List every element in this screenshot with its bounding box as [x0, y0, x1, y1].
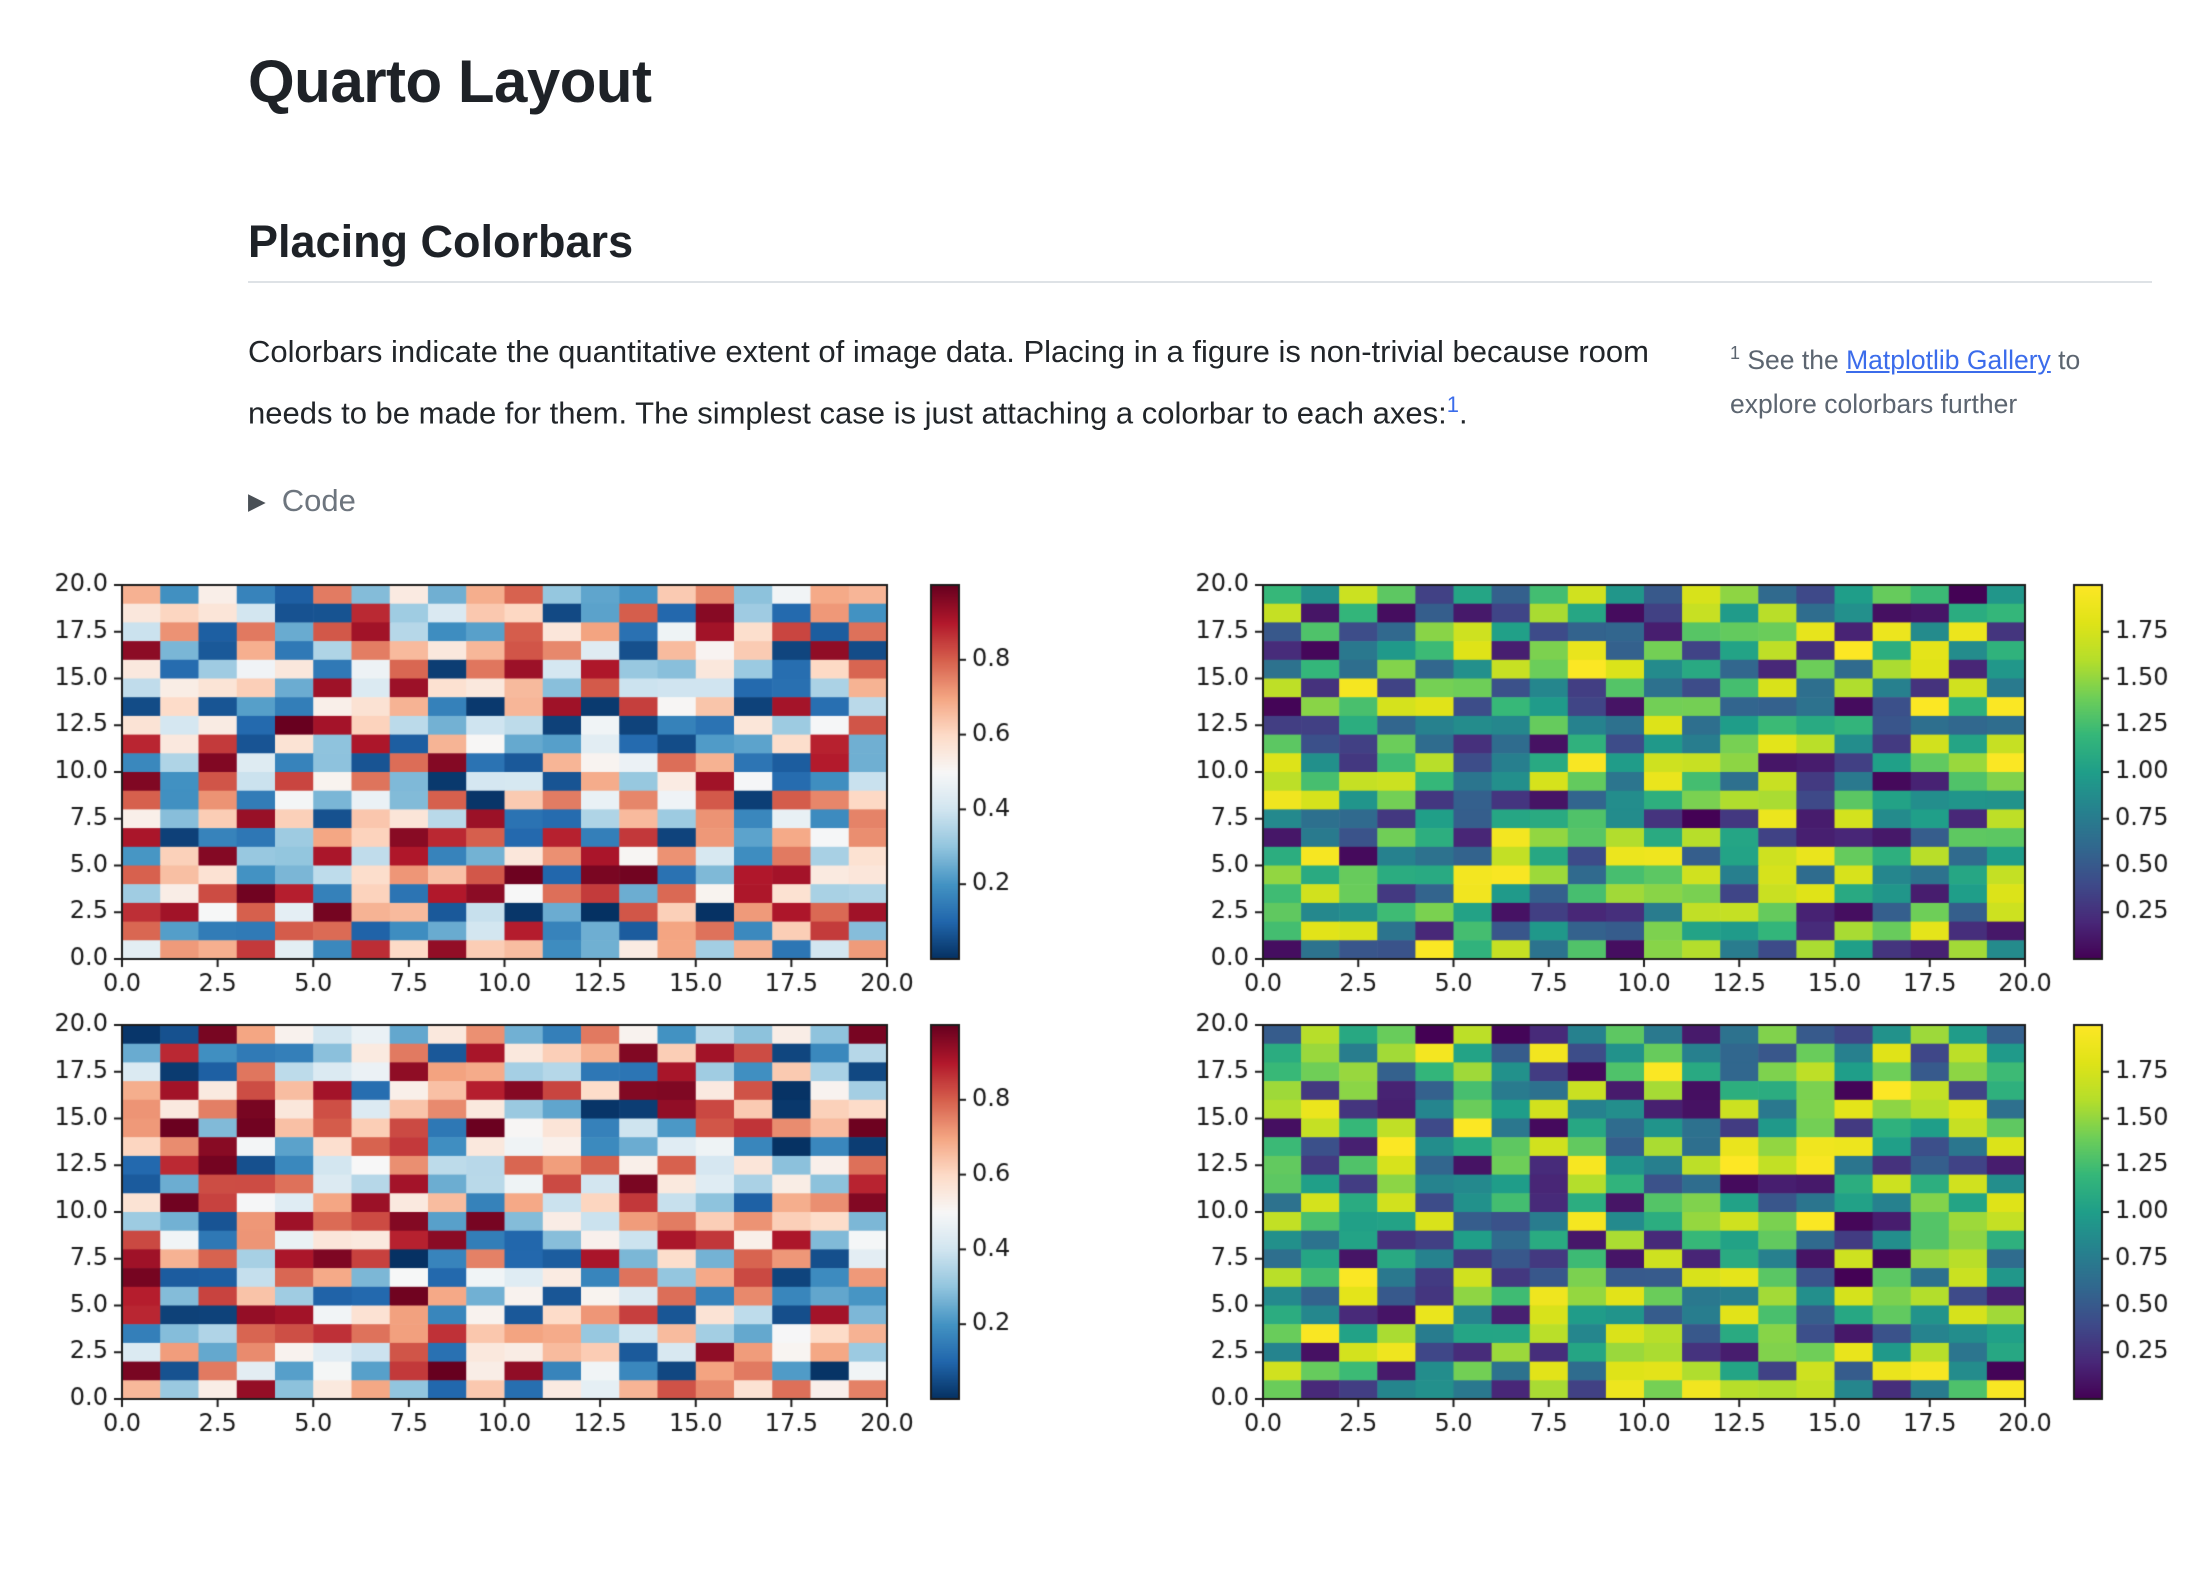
- paragraph-text: Colorbars indicate the quantitative exte…: [248, 334, 1649, 431]
- intro-row: Colorbars indicate the quantitative exte…: [248, 325, 2152, 439]
- heatmap-viridis-bottom-right: [1165, 1009, 2212, 1450]
- figure-grid: [30, 569, 2212, 1450]
- code-disclosure-label: Code: [281, 483, 356, 519]
- heatmap-viridis-top-right: [1165, 569, 2212, 1010]
- disclosure-triangle-icon: ▶: [248, 487, 266, 514]
- footnote-text-after: to explore colorbars further: [1730, 344, 2081, 419]
- paragraph-period: .: [1459, 395, 1468, 431]
- footnote-marker: 1: [1730, 343, 1741, 363]
- heatmap-rdbu-bottom-left: [30, 1009, 1030, 1450]
- intro-paragraph: Colorbars indicate the quantitative exte…: [248, 325, 1693, 439]
- section-heading-placing-colorbars: Placing Colorbars: [248, 215, 2152, 283]
- margin-footnote: 1 See the Matplotlib Gallery to explore …: [1730, 325, 2152, 439]
- footnote-text-before: See the: [1740, 344, 1847, 375]
- footnote-ref-link[interactable]: 1: [1446, 392, 1459, 417]
- page: Quarto Layout Placing Colorbars Colorbar…: [30, 48, 2212, 1450]
- heatmap-rdbu-top-left: [30, 569, 1030, 1010]
- page-title: Quarto Layout: [248, 48, 652, 115]
- code-disclosure[interactable]: ▶ Code: [248, 483, 2152, 519]
- matplotlib-gallery-link[interactable]: Matplotlib Gallery: [1846, 344, 2051, 375]
